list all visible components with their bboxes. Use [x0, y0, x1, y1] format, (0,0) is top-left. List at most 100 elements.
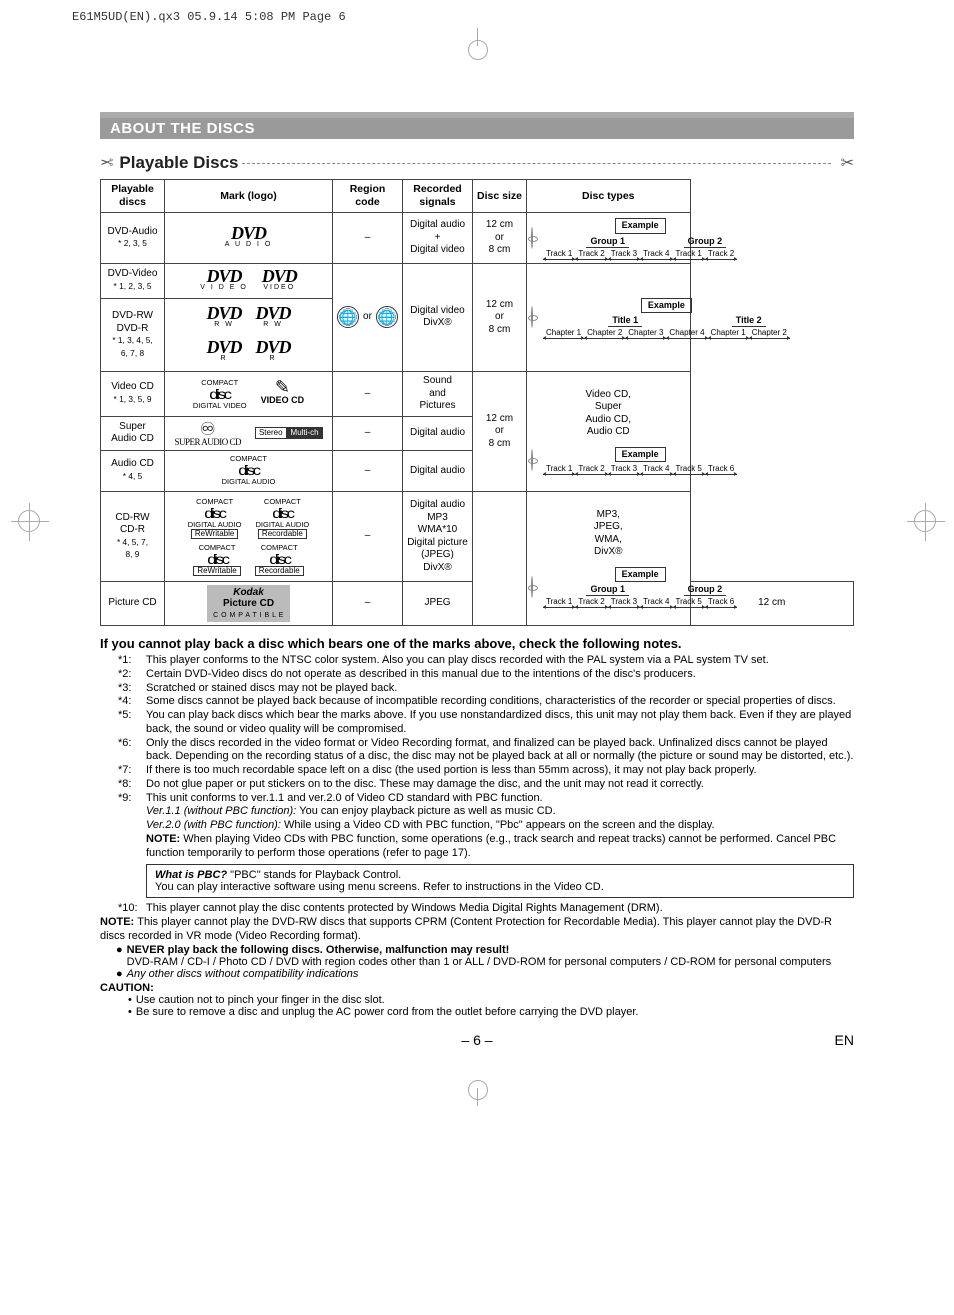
disc-name: CD-RW CD-R	[115, 512, 149, 536]
note-line: *2:Certain DVD-Video discs do not operat…	[118, 668, 854, 682]
region: –	[333, 450, 403, 492]
types-diagram: MP3, JPEG, WMA, DivX® Example Group 1 Tr…	[531, 509, 686, 609]
note-body: Some discs cannot be played back because…	[146, 695, 854, 709]
page-number: – 6 –	[160, 1032, 794, 1048]
caution-1: Use caution not to pinch your finger in …	[128, 994, 854, 1006]
sacd-logos: ♾SUPER AUDIO CD StereoMulti-ch	[169, 420, 328, 447]
note-line: *3:Scratched or stained discs may not be…	[118, 682, 854, 696]
note-9-detail: Ver.1.1 (without PBC function): You can …	[118, 805, 854, 860]
note-marker: *3:	[118, 682, 146, 696]
row-cdrw: CD-RW CD-R * 4, 5, 7, 8, 9 COMPACTdiscDI…	[101, 492, 854, 582]
section-title: ABOUT THE DISCS	[100, 118, 854, 139]
notes: *1:This player conforms to the NTSC colo…	[100, 654, 854, 805]
disc-name: DVD-RW DVD-R	[112, 310, 153, 334]
types-diagram: Video CD, Super Audio CD, Audio CD Examp…	[531, 389, 686, 475]
note-marker: *2:	[118, 668, 146, 682]
caution-2: Be sure to remove a disc and unplug the …	[128, 1006, 854, 1018]
kodak-logo: Kodak Picture CD C O M P A T I B L E	[207, 585, 290, 622]
disc-note: * 1, 3, 5, 9	[114, 394, 152, 404]
note-10: *10: This player cannot play the disc co…	[118, 902, 854, 916]
signals: Digital video DivX®	[403, 263, 473, 371]
note-line: *6:Only the discs recorded in the video …	[118, 737, 854, 765]
never-block: NEVER play back the following discs. Oth…	[116, 944, 854, 980]
disc-icon	[531, 306, 533, 328]
size: 12 cm or 8 cm	[473, 372, 527, 492]
note-line: *9:This unit conforms to ver.1.1 and ver…	[118, 792, 854, 806]
dash-line	[242, 163, 830, 164]
note-line: *8:Do not glue paper or put stickers on …	[118, 778, 854, 792]
pbc-box: What is PBC? "PBC" stands for Playback C…	[146, 864, 854, 898]
note-body: Scratched or stained discs may not be pl…	[146, 682, 854, 696]
row-dvd-audio: DVD-Audio * 2, 3, 5 DVD A U D I O – Digi…	[101, 213, 854, 264]
signals: JPEG	[403, 582, 473, 626]
disc-icon	[531, 449, 533, 471]
lang-code: EN	[794, 1032, 854, 1048]
scissor-icon: ✂	[100, 153, 113, 173]
note-body: This player conforms to the NTSC color s…	[146, 654, 854, 668]
region: –	[333, 582, 403, 626]
th-mark: Mark (logo)	[165, 180, 333, 213]
note-marker: *9:	[118, 792, 146, 806]
size: 12 cm or 8 cm	[473, 263, 527, 371]
signals: Digital audio	[403, 416, 473, 450]
disc-name: DVD-Video	[108, 268, 158, 279]
subsection-title: Playable Discs	[119, 153, 238, 173]
cd-logo: COMPACTdiscDIGITAL AUDIO	[222, 454, 276, 486]
disc-note: * 4, 5	[123, 471, 142, 481]
region: –	[333, 416, 403, 450]
th-signals: Recorded signals	[403, 180, 473, 213]
note-marker: *1:	[118, 654, 146, 668]
note-body: Certain DVD-Video discs do not operate a…	[146, 668, 854, 682]
note-marker: *4:	[118, 695, 146, 709]
note-marker: *8:	[118, 778, 146, 792]
note-body: Do not glue paper or put stickers on to …	[146, 778, 854, 792]
disc-note: * 2, 3, 5	[118, 238, 147, 248]
region: –	[333, 372, 403, 417]
caution-label: CAUTION:	[100, 982, 854, 994]
note-line: *7:If there is too much recordable space…	[118, 764, 854, 778]
disc-name: Picture CD	[101, 582, 165, 626]
big-note: NOTE: This player cannot play the DVD-RW…	[100, 916, 854, 944]
crop-mark-top	[0, 28, 954, 62]
note-body: If there is too much recordable space le…	[146, 764, 854, 778]
th-playable: Playable discs	[101, 180, 165, 213]
note-line: *5:You can play back discs which bear th…	[118, 709, 854, 737]
size: 12 cm or 8 cm	[473, 213, 527, 264]
region-codes: or	[337, 306, 398, 328]
disc-name: DVD-Audio	[107, 226, 157, 237]
disc-icon	[531, 227, 533, 249]
disc-note: * 1, 2, 3, 5	[114, 281, 152, 291]
signals: Sound and Pictures	[403, 372, 473, 417]
note-line: *4:Some discs cannot be played back beca…	[118, 695, 854, 709]
note-body: This unit conforms to ver.1.1 and ver.2.…	[146, 792, 854, 806]
print-header: E61M5UD(EN).qx3 05.9.14 5:08 PM Page 6	[0, 0, 954, 28]
dvd-video-logos: DVDV I D E O DVDVIDEO	[169, 267, 328, 295]
signals: Digital audio MP3 WMA*10 Digital picture…	[403, 492, 473, 582]
dvd-rw-logos: DVDR W DVDR W DVDR DVDR	[169, 302, 328, 368]
region: –	[333, 492, 403, 582]
crop-mark-bottom	[0, 1076, 954, 1106]
types-diagram: Example Title 1 Chapter 1Chapter 2Chapte…	[531, 296, 686, 340]
types-diagram: Example Group 1 Track 1Track 2Track 3Tra…	[531, 216, 686, 260]
note-line: *1:This player conforms to the NTSC colo…	[118, 654, 854, 668]
cdrw-logos: COMPACTdiscDIGITAL AUDIOReWritable COMPA…	[169, 495, 328, 578]
th-size: Disc size	[473, 180, 527, 213]
row-dvd-video: DVD-Video * 1, 2, 3, 5 DVDV I D E O DVDV…	[101, 263, 854, 298]
note-body: You can play back discs which bear the m…	[146, 709, 854, 737]
signals: Digital audio + Digital video	[403, 213, 473, 264]
scissor-icon: ✂	[841, 153, 854, 173]
region: –	[333, 213, 403, 264]
note-marker: *6:	[118, 737, 146, 765]
disc-note: * 1, 3, 4, 5, 6, 7, 8	[112, 335, 152, 358]
globe-icon	[376, 306, 398, 328]
note-marker: *5:	[118, 709, 146, 737]
disc-name: Audio CD	[111, 458, 154, 469]
th-types: Disc types	[527, 180, 691, 213]
dvd-audio-logo: DVD A U D I O	[169, 224, 328, 252]
disc-name: Super Audio CD	[101, 416, 165, 450]
disc-note: * 4, 5, 7, 8, 9	[117, 537, 148, 560]
note-body: Only the discs recorded in the video for…	[146, 737, 854, 765]
note-marker: *7:	[118, 764, 146, 778]
disc-icon	[531, 576, 533, 598]
signals: Digital audio	[403, 450, 473, 492]
